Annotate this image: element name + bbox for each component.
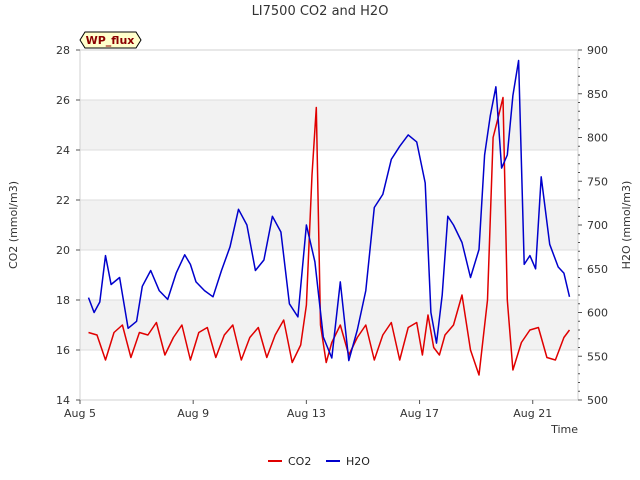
series-line-h2o bbox=[87, 59, 571, 362]
shaded-bands bbox=[80, 100, 578, 350]
shaded-band-0 bbox=[80, 300, 578, 350]
y-left-tick-label: 24 bbox=[56, 144, 70, 157]
y-right-tick-label: 850 bbox=[587, 88, 608, 101]
y-left-tick-label: 20 bbox=[56, 244, 70, 257]
x-tick-label: Aug 13 bbox=[287, 407, 326, 420]
y-axis-label-left: CO2 (mmol/m3) bbox=[7, 181, 20, 269]
series-line-co2 bbox=[88, 96, 571, 376]
y-left-tick-label: 18 bbox=[56, 294, 70, 307]
y-right-tick-label: 650 bbox=[587, 263, 608, 276]
legend-co2-label: CO2 bbox=[288, 455, 311, 468]
y-right-tick-label: 550 bbox=[587, 350, 608, 363]
y-left-tick-label: 14 bbox=[56, 394, 70, 407]
y-right-tick-label: 600 bbox=[587, 307, 608, 320]
y-right-tick-label: 800 bbox=[587, 132, 608, 145]
x-axis-label: Time bbox=[550, 423, 578, 436]
x-tick-label: Aug 9 bbox=[177, 407, 209, 420]
y-right-tick-label: 500 bbox=[587, 394, 608, 407]
y-left-tick-label: 16 bbox=[56, 344, 70, 357]
site-badge-label: WP_flux bbox=[86, 34, 135, 47]
series-layer bbox=[87, 59, 571, 376]
legend-h2o-label: H2O bbox=[346, 455, 370, 468]
x-tick-label: Aug 21 bbox=[513, 407, 552, 420]
y-left-tick-label: 28 bbox=[56, 44, 70, 57]
axes: 14 16 18 20 22 24 26 28 500 550 600 650 700 750 800 850… bbox=[56, 44, 608, 420]
site-badge: WP_flux bbox=[79, 31, 142, 49]
y-left-tick-label: 26 bbox=[56, 94, 70, 107]
y-right-tick-label: 900 bbox=[587, 44, 608, 57]
legend: CO2 H2O bbox=[268, 455, 370, 468]
shaded-band-2 bbox=[80, 100, 578, 150]
site-badge-shape bbox=[79, 31, 142, 49]
chart-title: LI7500 CO2 and H2O bbox=[252, 4, 389, 19]
y-right-tick-label: 750 bbox=[587, 175, 608, 188]
x-tick-label: Aug 5 bbox=[64, 407, 96, 420]
x-tick-label: Aug 17 bbox=[400, 407, 439, 420]
y-left-tick-label: 22 bbox=[56, 194, 70, 207]
shaded-band-1 bbox=[80, 200, 578, 250]
y-right-tick-label: 700 bbox=[587, 219, 608, 232]
y-axis-label-right: H2O (mmol/m3) bbox=[620, 181, 633, 270]
